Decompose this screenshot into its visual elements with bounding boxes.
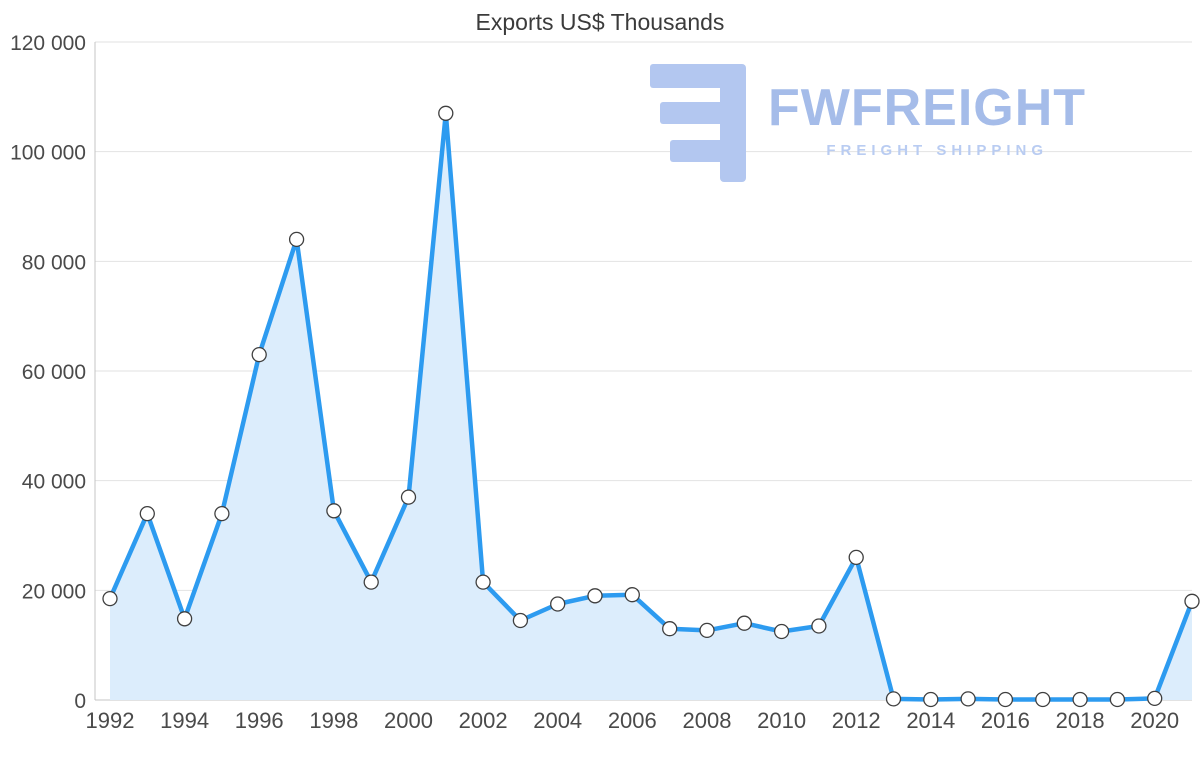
x-tick-label: 1994 — [160, 708, 209, 733]
x-tick-label: 2016 — [981, 708, 1030, 733]
data-point-marker — [1184, 593, 1200, 609]
y-tick-label: 60 000 — [22, 361, 86, 384]
x-tick-label: 2008 — [683, 708, 732, 733]
data-point-marker — [251, 346, 267, 363]
x-tick-label: 2006 — [608, 708, 657, 733]
x-tick-label: 2014 — [906, 708, 955, 733]
x-tick-label: 2000 — [384, 708, 433, 733]
chart-title: Exports US$ Thousands — [475, 9, 725, 35]
data-point-marker — [773, 623, 790, 640]
markers — [102, 105, 1200, 708]
data-point-marker — [176, 611, 193, 627]
y-tick-label: 100 000 — [10, 142, 86, 165]
data-point-marker — [139, 505, 155, 522]
data-point-marker — [1147, 690, 1163, 707]
data-point-marker — [326, 503, 342, 519]
data-point-marker — [1109, 691, 1126, 708]
data-point-marker — [1035, 691, 1051, 708]
data-point-marker — [512, 612, 529, 629]
data-point-marker — [885, 691, 902, 707]
x-tick-label: 2020 — [1130, 708, 1179, 733]
x-tick-label: 1992 — [86, 708, 135, 733]
data-point-marker — [848, 549, 864, 566]
data-point-marker — [363, 574, 379, 590]
y-tick-label: 0 — [74, 690, 86, 713]
data-point-marker — [550, 596, 566, 612]
x-axis-labels: 1992 1994 1996 1998 2000 2002 2004 2006 2008 2010… — [86, 708, 1180, 733]
x-tick-label: 2002 — [459, 708, 508, 733]
area-fill — [110, 113, 1192, 701]
x-tick-label: 2018 — [1056, 708, 1105, 733]
y-tick-label: 80 000 — [22, 251, 86, 274]
data-point-marker — [662, 621, 678, 637]
data-point-marker — [1072, 691, 1088, 708]
data-point-marker — [997, 691, 1014, 708]
x-tick-label: 2004 — [533, 708, 582, 733]
y-axis-labels: 0 20 000 40 000 60 000 80 000 100 000 120 000 — [10, 32, 86, 713]
data-point-marker — [736, 615, 752, 631]
data-point-marker — [587, 588, 603, 604]
data-point-marker — [102, 590, 118, 607]
data-point-marker — [400, 489, 417, 505]
data-point-marker — [624, 587, 640, 603]
data-point-marker — [811, 618, 827, 634]
data-point-marker — [288, 231, 305, 248]
y-tick-label: 40 000 — [22, 471, 86, 494]
data-point-marker — [475, 574, 491, 590]
data-point-marker — [214, 505, 230, 522]
x-tick-label: 1998 — [309, 708, 358, 733]
data-point-marker — [699, 622, 715, 639]
x-tick-label: 2010 — [757, 708, 806, 733]
y-tick-label: 20 000 — [22, 580, 86, 603]
x-tick-label: 1996 — [235, 708, 284, 733]
y-tick-label: 120 000 — [10, 32, 86, 55]
data-point-marker — [960, 691, 976, 707]
data-point-marker — [923, 691, 939, 708]
x-tick-label: 2012 — [832, 708, 881, 733]
data-point-marker — [438, 105, 454, 121]
